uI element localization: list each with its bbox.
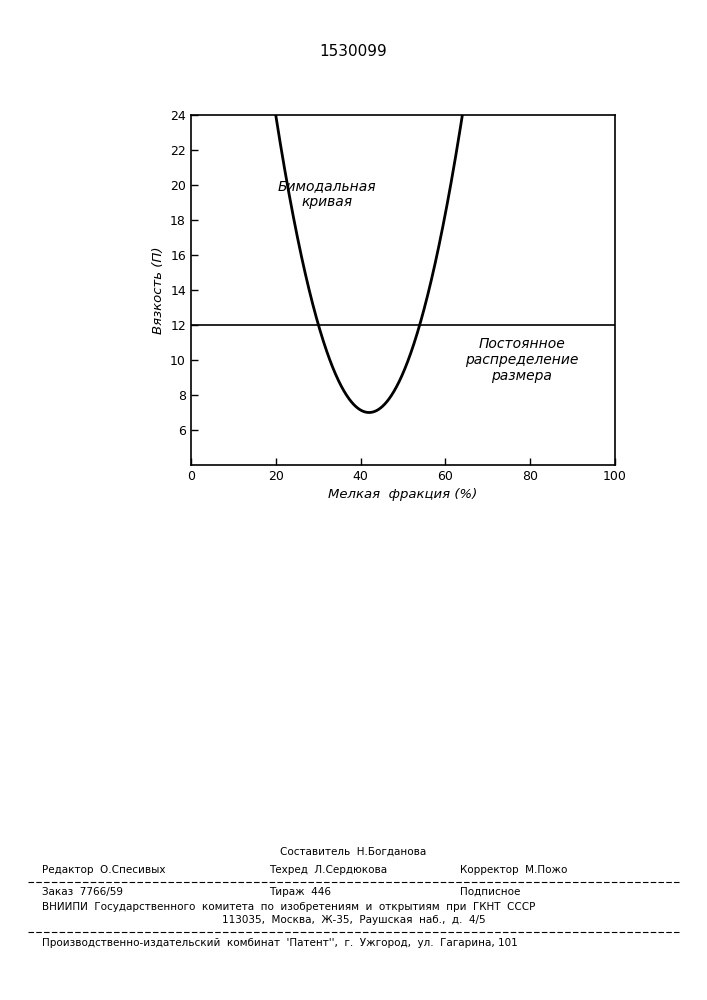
Text: Тираж  446: Тираж 446 [269,887,331,897]
Text: Постоянное
распределение
размера: Постоянное распределение размера [465,337,578,383]
Text: Заказ  7766/59: Заказ 7766/59 [42,887,124,897]
Y-axis label: Вязкость (П): Вязкость (П) [151,246,165,334]
Text: Бимодальная
кривая: Бимодальная кривая [277,179,376,209]
Text: Составитель  Н.Богданова: Составитель Н.Богданова [281,847,426,857]
Text: 113035,  Москва,  Ж-35,  Раушская  наб.,  д.  4/5: 113035, Москва, Ж-35, Раушская наб., д. … [222,915,485,925]
Text: Техред  Л.Сердюкова: Техред Л.Сердюкова [269,865,387,875]
X-axis label: Мелкая  фракция (%): Мелкая фракция (%) [328,488,478,501]
Text: Производственно-издательский  комбинат  'Патент'',  г.  Ужгород,  ул.  Гагарина,: Производственно-издательский комбинат 'П… [42,938,518,948]
Text: ВНИИПИ  Государственного  комитета  по  изобретениям  и  открытиям  при  ГКНТ  С: ВНИИПИ Государственного комитета по изоб… [42,902,536,912]
Text: Подписное: Подписное [460,887,520,897]
Text: Редактор  О.Спесивых: Редактор О.Спесивых [42,865,166,875]
Text: 1530099: 1530099 [320,44,387,60]
Text: Корректор  М.Пожо: Корректор М.Пожо [460,865,567,875]
